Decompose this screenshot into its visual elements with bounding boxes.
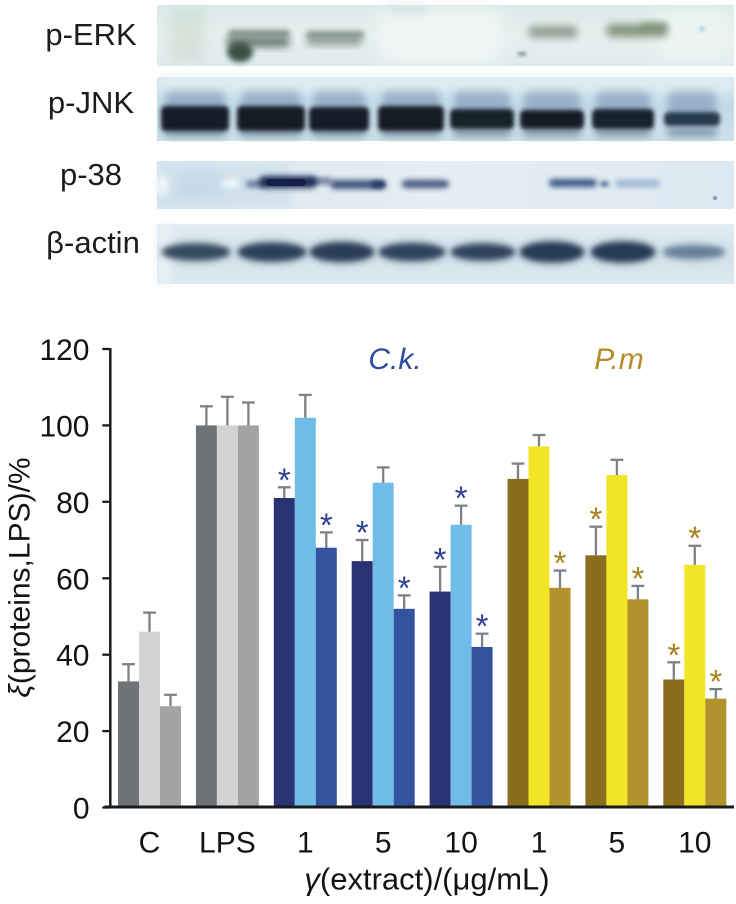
svg-text:*: * — [709, 663, 722, 700]
svg-text:C.k.: C.k. — [368, 343, 421, 376]
svg-text:1: 1 — [297, 827, 314, 860]
svg-text:P.m: P.m — [594, 343, 643, 376]
svg-text:*: * — [434, 541, 447, 578]
svg-text:*: * — [688, 520, 701, 557]
svg-text:p-38: p-38 — [60, 157, 122, 192]
svg-text:5: 5 — [609, 827, 626, 860]
svg-text:20: 20 — [56, 716, 89, 749]
svg-text:γ(extract)/(μg/mL): γ(extract)/(μg/mL) — [304, 862, 549, 897]
svg-text:β-actin: β-actin — [46, 225, 140, 260]
svg-text:100: 100 — [39, 410, 89, 443]
svg-text:*: * — [356, 514, 369, 551]
svg-text:120: 120 — [39, 334, 89, 367]
svg-text:10: 10 — [444, 827, 477, 860]
svg-text:p-JNK: p-JNK — [48, 85, 134, 120]
svg-text:0: 0 — [73, 793, 90, 826]
svg-text:40: 40 — [56, 640, 89, 673]
svg-text:ξ(proteins,LPS)/%: ξ(proteins,LPS)/% — [4, 457, 37, 697]
svg-text:*: * — [667, 636, 680, 673]
svg-text:C: C — [139, 827, 161, 860]
svg-text:*: * — [278, 461, 291, 498]
svg-text:p-ERK: p-ERK — [45, 17, 137, 52]
svg-text:5: 5 — [375, 827, 392, 860]
svg-text:*: * — [631, 560, 644, 597]
svg-text:60: 60 — [56, 563, 89, 596]
svg-text:*: * — [589, 501, 602, 538]
svg-text:*: * — [554, 545, 567, 582]
svg-text:*: * — [398, 569, 411, 606]
svg-text:*: * — [476, 608, 489, 645]
svg-text:*: * — [320, 506, 333, 543]
svg-text:LPS: LPS — [199, 827, 256, 860]
svg-text:10: 10 — [678, 827, 711, 860]
svg-text:80: 80 — [56, 487, 89, 520]
svg-text:*: * — [455, 480, 468, 517]
svg-text:1: 1 — [531, 827, 548, 860]
